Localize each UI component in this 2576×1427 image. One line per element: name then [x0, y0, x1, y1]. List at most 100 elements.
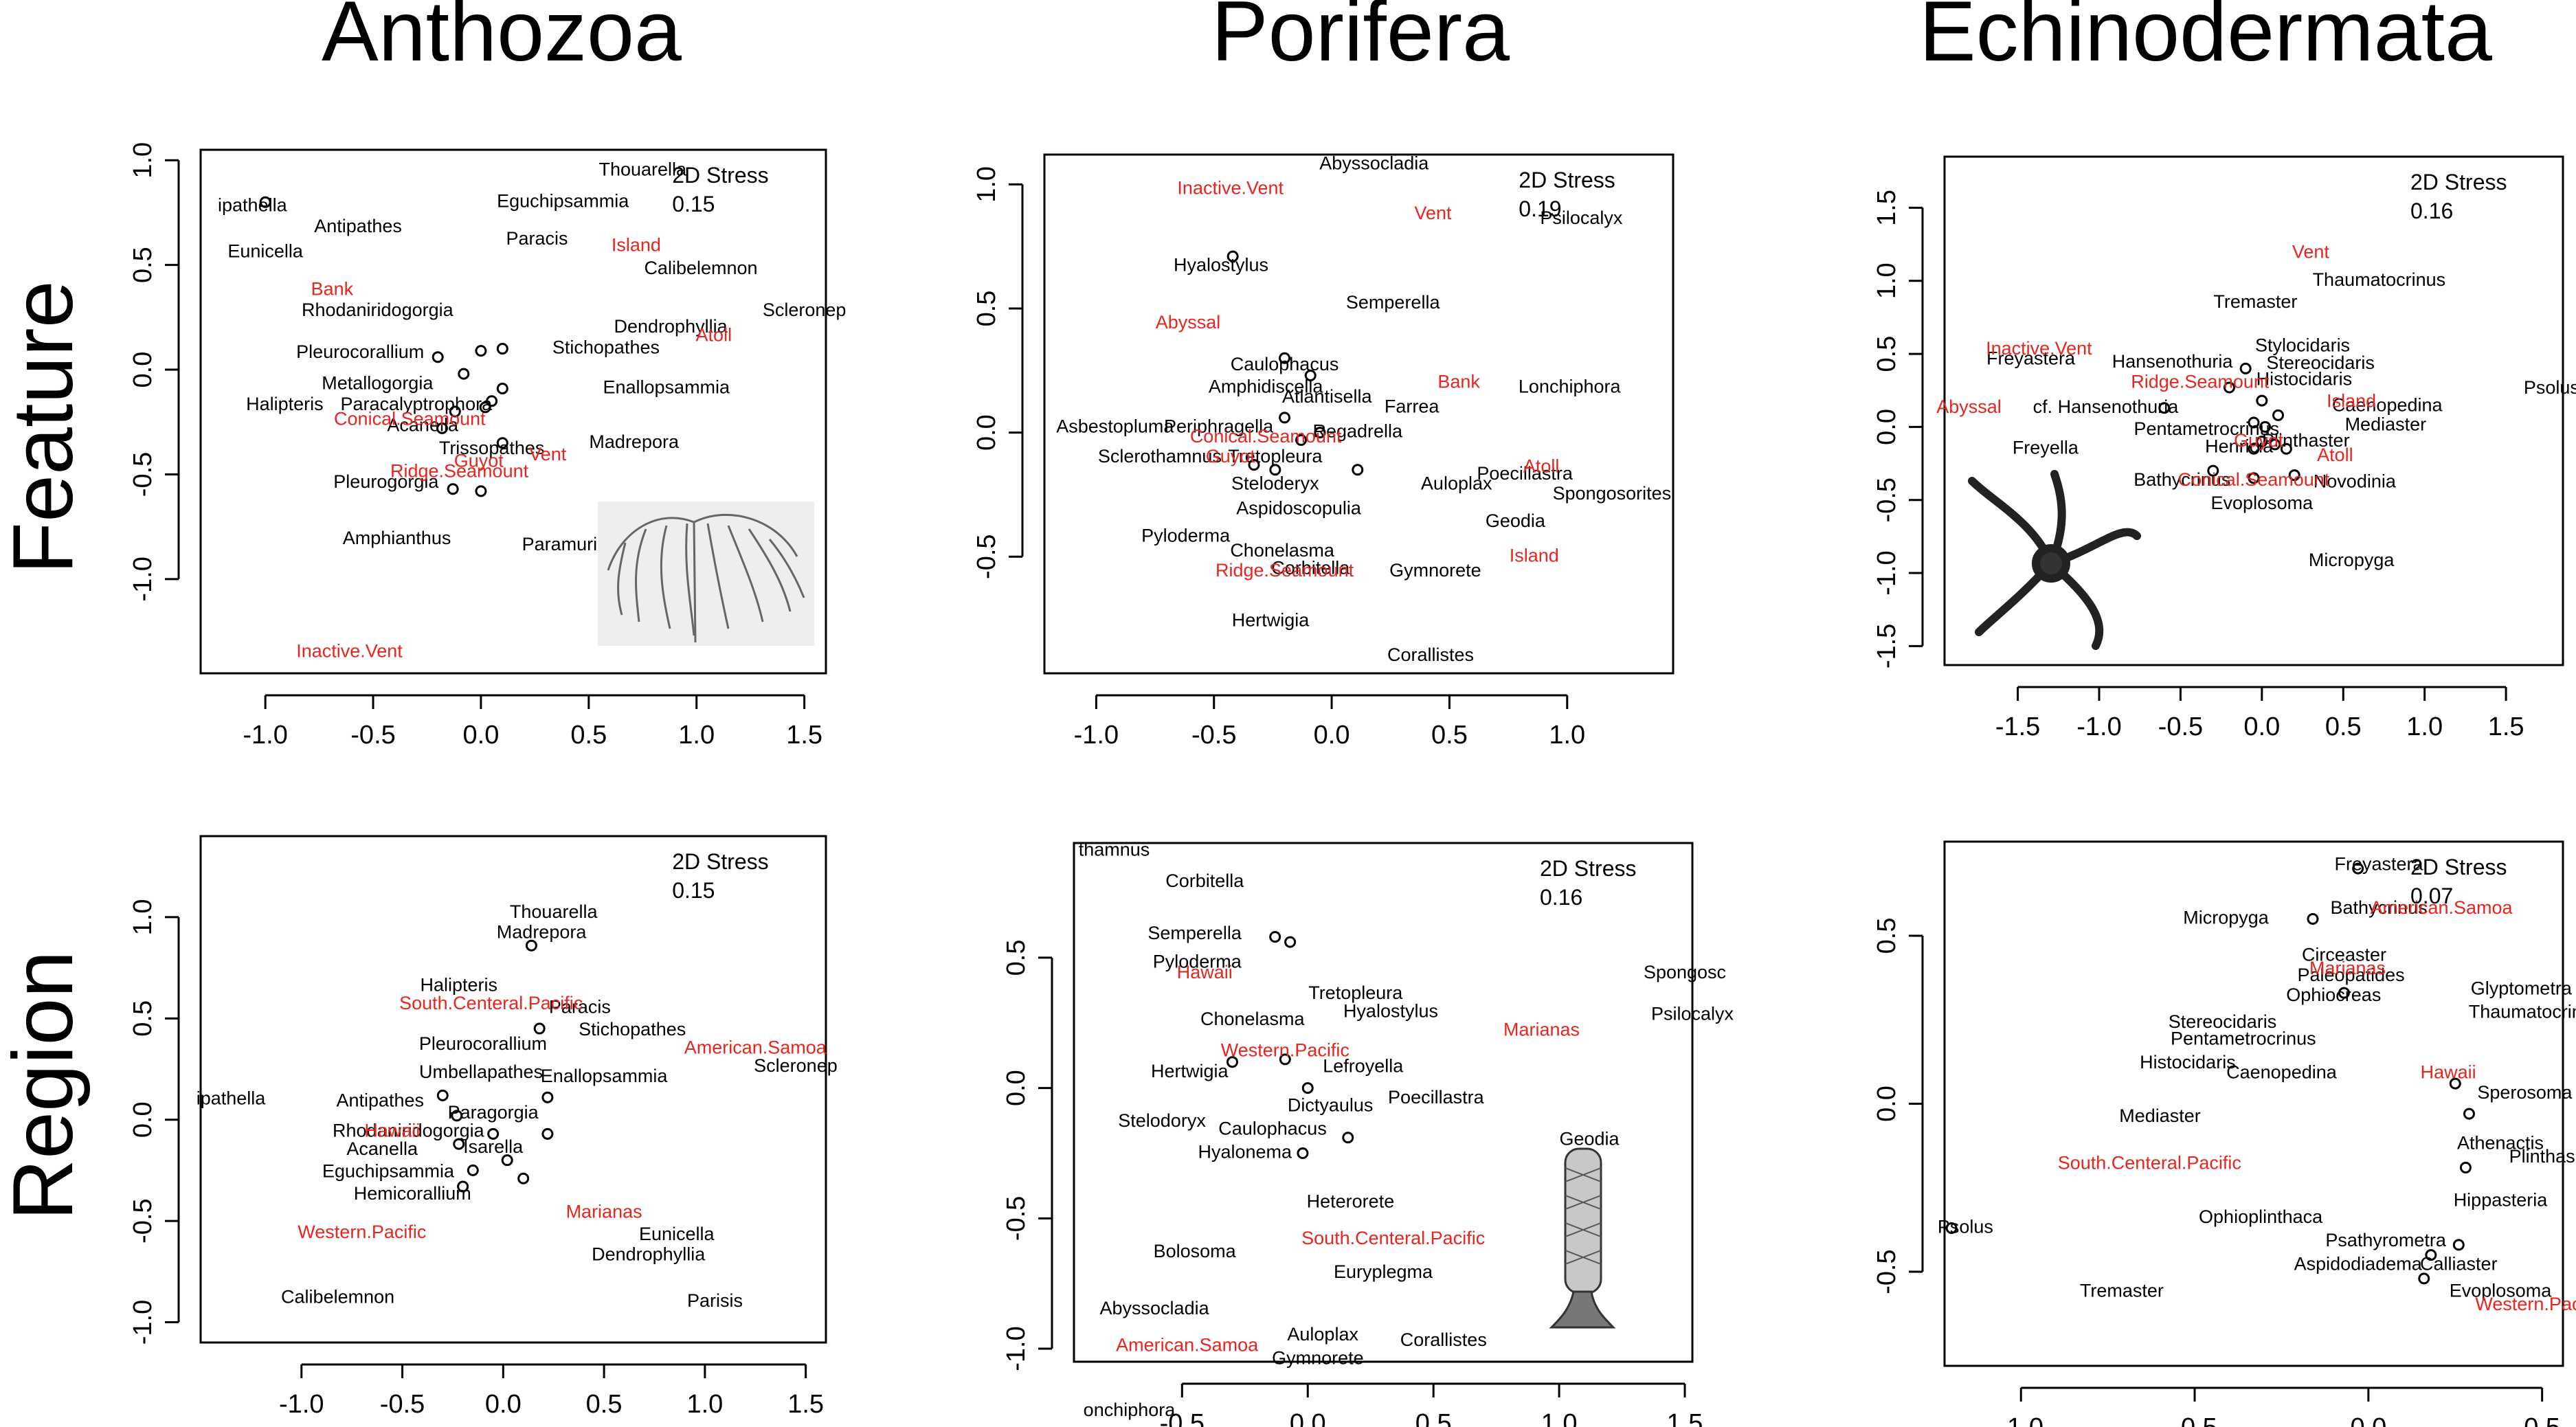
data-point: [525, 939, 537, 952]
species-label: Scleronep: [754, 1055, 838, 1076]
x-tick-label: -0.5: [1160, 1409, 1205, 1427]
y-tick-label: 1.0: [972, 166, 1001, 203]
data-point: [457, 1180, 469, 1193]
factor-label: Guyot: [2234, 430, 2284, 451]
column-title-porifera: Porifera: [1211, 0, 1510, 79]
species-label: Poecillastra: [1388, 1087, 1485, 1108]
species-label: Corbitella: [1165, 870, 1244, 891]
species-label: Evoplosoma: [2450, 1281, 2553, 1301]
data-point: [1284, 936, 1297, 948]
data-point: [541, 1127, 554, 1140]
x-tick-label: 0.0: [1314, 721, 1350, 750]
panel-echinodermata-feature: -1.5 -1.0 -0.5 0.0 0.5 1.0 1.5 -1.5 -1.0 -0.5 0.0 0…: [1872, 155, 2576, 741]
data-point: [1314, 427, 1326, 439]
data-point: [1342, 1132, 1354, 1144]
species-label: Antipathes: [314, 216, 402, 236]
species-label: Aspidoscopulia: [1236, 498, 1362, 519]
species-label: Stereocidaris: [2169, 1011, 2277, 1032]
panel-anthozoa-region: -1.0 -0.5 0.0 0.5 1.0 1.5 -1.0 -0.5 0.0 0.5 1.0 Tho…: [128, 835, 838, 1419]
species-label: thamnus: [1079, 840, 1150, 860]
species-label: Metallogorgia: [322, 373, 434, 394]
species-label: Asbestopluma: [1056, 416, 1174, 436]
x-tick-label: -1.0: [279, 1390, 324, 1419]
data-point: [2256, 394, 2268, 407]
species-label: Eunicella: [227, 240, 304, 261]
data-point: [2207, 464, 2219, 477]
data-point: [1269, 931, 1281, 943]
illustration-black-coral: [598, 502, 814, 646]
data-point: [1279, 352, 1291, 364]
species-label: Amphianthus: [343, 528, 451, 548]
data-point: [1279, 412, 1291, 424]
data-point: [2352, 862, 2364, 875]
species-label: Pleurocorallium: [419, 1033, 547, 1054]
factor-label: Ridge.Seamount: [1216, 560, 1354, 581]
species-label: Hippasteria: [2454, 1189, 2549, 1210]
stress-value: 0.19: [1519, 196, 1561, 221]
factor-label: American.Samoa: [1116, 1334, 1259, 1355]
species-label: Chonelasma: [1200, 1009, 1306, 1029]
data-point: [1301, 1082, 1314, 1094]
species-label: Stichopathes: [552, 337, 660, 358]
species-label: Caenopedina: [2332, 395, 2443, 416]
species-label: Sclerothamnus: [1098, 446, 1222, 467]
factor-label: South.Centeral.Pacific: [1301, 1228, 1485, 1248]
data-point: [486, 395, 498, 407]
species-label: Hemicorallium: [354, 1183, 471, 1204]
data-point: [1297, 1147, 1309, 1159]
plot-frame: [1943, 840, 2564, 1367]
species-label: Psolus: [2524, 377, 2576, 398]
species-label: Paragorgia: [448, 1102, 539, 1123]
column-title-anthozoa: Anthozoa: [322, 0, 682, 79]
data-point: [2272, 409, 2285, 421]
data-point: [2449, 1077, 2461, 1090]
y-tick-label: -1.0: [1872, 550, 1901, 595]
data-point: [496, 437, 508, 449]
x-tick-label: -0.5: [350, 721, 395, 750]
species-label: Umbellapathes: [419, 1061, 543, 1082]
factor-label: Inactive.Vent: [1986, 338, 2092, 359]
row-title-region: Region: [0, 951, 91, 1221]
factor-label: Marianas: [566, 1201, 642, 1222]
y-tick-label: 0.0: [1872, 409, 1901, 445]
species-label: Glyptometra: [2471, 978, 2573, 998]
factor-label: South.Centeral.Pacific: [2058, 1153, 2241, 1173]
data-point: [1295, 434, 1308, 446]
y-tick-label: -0.5: [128, 452, 157, 497]
species-label: Micropyga: [2309, 550, 2395, 570]
species-label: Corbitella: [1271, 557, 1350, 578]
species-label: Pleurogorgia: [333, 471, 439, 492]
x-tick-label: 0.0: [2350, 1413, 2386, 1427]
data-point: [533, 1022, 546, 1035]
factor-label: Island: [1510, 545, 1559, 565]
factor-label: Hawaii: [1177, 962, 1233, 982]
species-label: Spongosc: [1644, 962, 1726, 982]
x-tick-label: 0.0: [463, 721, 500, 750]
y-tick-label: 1.0: [1872, 262, 1901, 299]
species-label: Thaumatocrinus: [2313, 269, 2446, 290]
data-point: [2459, 1161, 2472, 1173]
species-label: Hansenothuria: [2112, 351, 2234, 372]
x-tick-label: 0.5: [570, 721, 607, 750]
data-point: [2418, 1272, 2430, 1285]
data-point: [2223, 381, 2235, 394]
data-point: [475, 345, 487, 357]
species-label: Spongosorites: [1553, 483, 1672, 504]
species-label: Eguchipsammia: [322, 1160, 455, 1181]
y-tick-label: -0.5: [1872, 477, 1901, 522]
species-label: Corallistes: [1400, 1329, 1487, 1350]
species-label: Pyloderma: [1141, 525, 1231, 546]
x-tick-label: 1.0: [678, 721, 715, 750]
species-label: onchiphora: [1084, 1400, 1176, 1420]
row-title-feature: Feature: [0, 280, 91, 574]
species-label: Pleurocorallium: [296, 341, 424, 362]
data-point: [2158, 402, 2171, 414]
plot-frame: [199, 148, 827, 675]
factor-label: Inactive.Vent: [1177, 178, 1284, 199]
species-label: Bathycrinus: [2133, 469, 2230, 490]
y-tick-label: 1.0: [128, 142, 157, 179]
factor-label: Abyssal: [1156, 312, 1221, 333]
data-point: [259, 196, 271, 208]
y-tick-label: -1.0: [128, 1300, 157, 1345]
